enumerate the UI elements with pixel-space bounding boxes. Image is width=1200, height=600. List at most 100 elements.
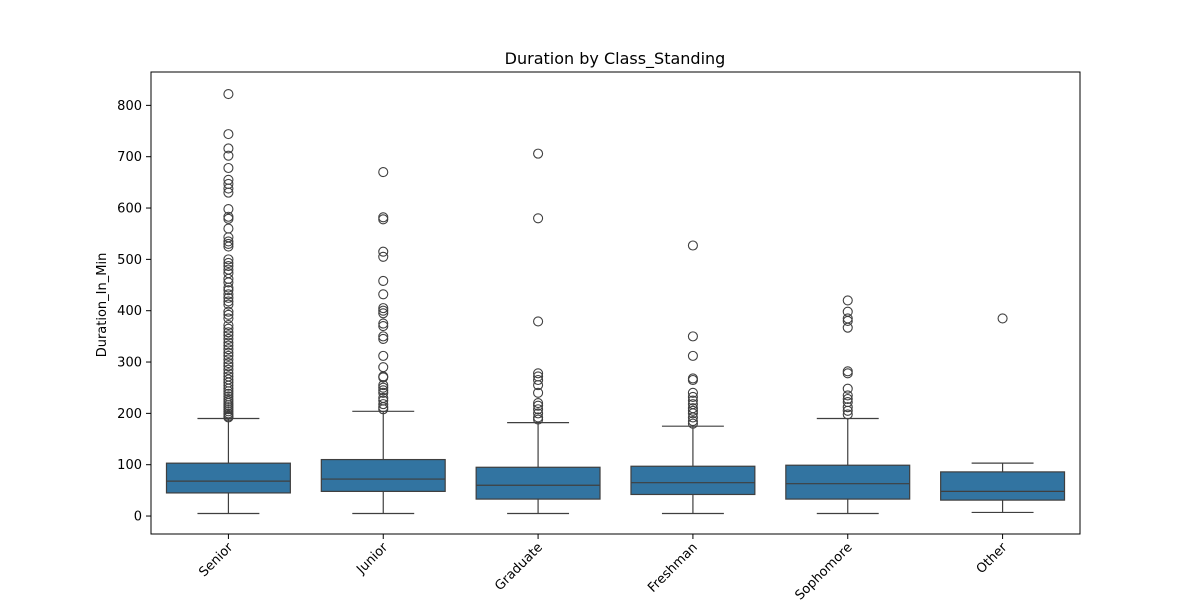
iqr-box <box>320 458 446 492</box>
outlier-point <box>223 309 234 320</box>
y-tick-label: 700 <box>117 150 142 165</box>
outlier-point <box>378 333 389 344</box>
outlier-point <box>842 368 853 379</box>
outlier-point <box>223 299 234 310</box>
outlier-point <box>687 416 698 427</box>
outlier-point <box>533 408 544 419</box>
outlier-point <box>842 315 853 327</box>
y-tick-label: 600 <box>117 202 142 217</box>
outlier-point <box>687 391 698 402</box>
outlier-point <box>533 400 544 411</box>
outlier-point <box>223 183 234 194</box>
outlier-point <box>687 350 698 361</box>
outlier-point <box>378 318 389 329</box>
y-tick-label: 0 <box>134 510 142 525</box>
outlier-point <box>378 214 389 225</box>
outlier-point <box>223 361 234 372</box>
outlier-point <box>687 240 698 251</box>
outlier-point <box>223 380 234 391</box>
outlier-point <box>533 404 544 415</box>
outlier-point <box>533 414 544 425</box>
outlier-point <box>223 327 234 338</box>
outlier-point <box>223 204 234 215</box>
outlier-point <box>223 289 234 300</box>
outlier-point <box>223 282 234 293</box>
outlier-point <box>223 306 234 317</box>
box-senior <box>165 89 291 515</box>
outlier-point <box>533 374 544 386</box>
outlier-point <box>223 277 234 288</box>
outlier-point <box>223 257 234 269</box>
outlier-point <box>378 404 389 415</box>
outlier-point <box>533 148 544 159</box>
outlier-point <box>223 344 234 355</box>
outlier-point <box>842 390 853 401</box>
outlier-point <box>223 236 234 247</box>
outlier-point <box>533 387 544 398</box>
outlier-point <box>223 358 234 369</box>
outlier-point <box>687 418 698 429</box>
outlier-point <box>378 382 389 393</box>
outlier-point <box>223 89 234 100</box>
outlier-point <box>223 354 234 365</box>
outlier-point <box>533 398 544 409</box>
y-tick-label: 400 <box>117 304 142 319</box>
y-tick-label: 300 <box>117 356 142 371</box>
outlier-point <box>223 330 234 341</box>
outlier-point <box>378 387 389 398</box>
outlier-point <box>378 350 389 361</box>
outlier-point <box>533 380 544 391</box>
outlier-point <box>533 213 544 224</box>
outlier-point <box>533 368 544 379</box>
outlier-point <box>223 386 234 397</box>
outlier-point <box>223 313 234 324</box>
outlier-point <box>378 303 389 314</box>
outlier-point <box>223 187 234 198</box>
outlier-point <box>223 350 234 361</box>
outlier-point <box>842 295 853 306</box>
outlier-point <box>378 289 389 300</box>
chart-title: Duration by Class_Standing <box>505 49 726 69</box>
iqr-box <box>630 465 756 496</box>
outlier-point <box>223 285 234 296</box>
outlier-point <box>687 408 698 419</box>
outlier-point <box>223 347 234 358</box>
outlier-point <box>842 409 853 420</box>
outlier-point <box>842 322 853 333</box>
outlier-point <box>687 405 698 416</box>
outlier-point <box>378 246 389 257</box>
outlier-point <box>378 380 389 391</box>
box-sophomore <box>785 295 911 515</box>
iqr-box <box>785 464 911 500</box>
outlier-point <box>223 260 234 272</box>
outlier-point <box>223 296 234 307</box>
iqr-box <box>475 466 601 500</box>
outlier-point <box>378 167 389 178</box>
outlier-point <box>997 313 1008 324</box>
outlier-point <box>378 372 389 383</box>
outlier-point <box>223 364 234 375</box>
outlier-point <box>223 129 234 140</box>
outlier-point <box>378 275 389 286</box>
y-tick-label: 800 <box>117 99 142 114</box>
outlier-point <box>842 405 853 416</box>
outlier-point <box>687 412 698 423</box>
y-tick-label: 500 <box>117 253 142 268</box>
iqr-box <box>165 462 291 494</box>
outlier-point <box>223 333 234 344</box>
outlier-point <box>687 331 698 342</box>
outlier-point <box>223 254 234 265</box>
outlier-point <box>378 251 389 262</box>
box-graduate <box>475 148 601 515</box>
outlier-point <box>223 383 234 394</box>
outlier-point <box>378 385 389 396</box>
outlier-point <box>378 308 389 319</box>
plot-frame <box>150 71 1081 535</box>
iqr-box <box>940 471 1066 501</box>
outlier-point <box>842 402 853 413</box>
outlier-point <box>223 337 234 348</box>
outlier-point <box>378 305 389 316</box>
outlier-point <box>223 241 234 252</box>
